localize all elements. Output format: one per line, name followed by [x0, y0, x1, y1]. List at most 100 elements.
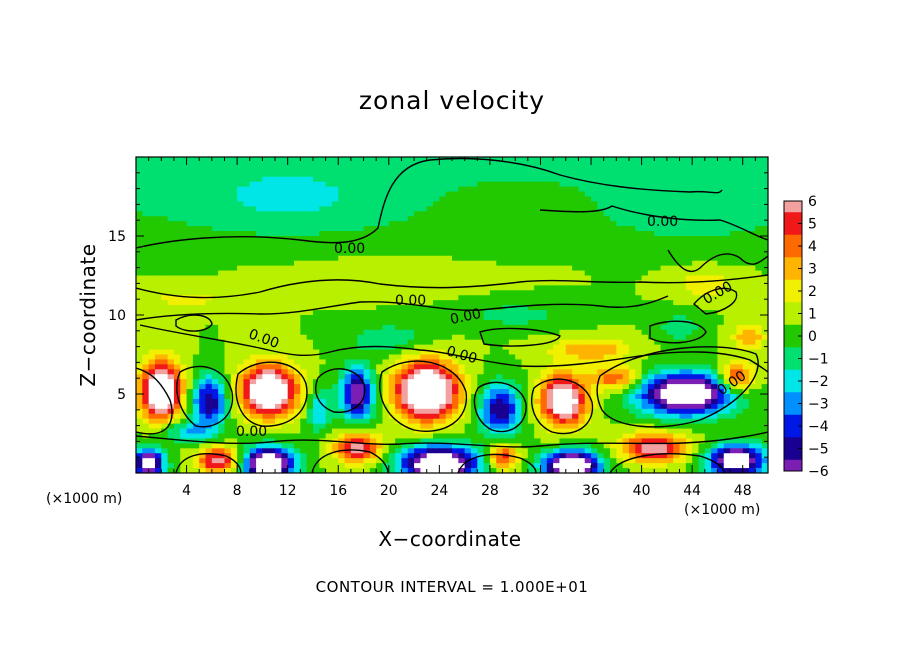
- heatmap-cell: [616, 216, 624, 222]
- heatmap-cell: [508, 329, 516, 336]
- heatmap-cell: [616, 255, 624, 262]
- heatmap-cell: [331, 389, 339, 395]
- heatmap-cell: [180, 280, 188, 286]
- heatmap-cell: [711, 379, 719, 385]
- heatmap-cell: [704, 329, 712, 336]
- heatmap-cell: [262, 275, 270, 282]
- heatmap-cell: [192, 260, 200, 267]
- heatmap-cell: [742, 181, 750, 188]
- heatmap-cell: [218, 270, 226, 277]
- heatmap-cell: [521, 186, 529, 193]
- heatmap-cell: [654, 265, 662, 272]
- heatmap-cell: [666, 245, 674, 252]
- heatmap-cell: [256, 359, 263, 365]
- heatmap-cell: [344, 319, 352, 326]
- heatmap-cell: [357, 374, 365, 380]
- heatmap-cell: [546, 260, 554, 267]
- heatmap-cell: [711, 171, 719, 178]
- heatmap-cell: [742, 305, 750, 311]
- heatmap-cell: [603, 349, 611, 356]
- heatmap-cell: [464, 186, 472, 193]
- heatmap-cell: [698, 290, 706, 296]
- heatmap-cell: [597, 186, 605, 193]
- heatmap-cell: [256, 285, 263, 291]
- heatmap-cell: [407, 226, 415, 232]
- heatmap-cell: [192, 364, 200, 370]
- heatmap-cell: [736, 236, 744, 242]
- heatmap-cell: [167, 305, 175, 311]
- heatmap-cell: [641, 166, 649, 173]
- heatmap-cell: [698, 398, 706, 405]
- heatmap-cell: [723, 300, 731, 306]
- heatmap-cell: [426, 186, 434, 193]
- heatmap-cell: [331, 319, 339, 326]
- heatmap-cell: [685, 231, 693, 237]
- heatmap-cell: [167, 260, 175, 267]
- heatmap-cell: [711, 240, 719, 247]
- heatmap-cell: [730, 280, 737, 286]
- heatmap-cell: [173, 191, 181, 198]
- heatmap-cell: [211, 275, 219, 282]
- heatmap-cell: [338, 329, 346, 336]
- heatmap-cell: [407, 369, 415, 375]
- heatmap-cell: [559, 295, 567, 301]
- heatmap-cell: [610, 344, 617, 351]
- heatmap-cell: [508, 196, 516, 203]
- heatmap-cell: [388, 310, 396, 316]
- heatmap-cell: [654, 290, 662, 296]
- heatmap-cell: [616, 245, 624, 252]
- heatmap-cell: [749, 196, 756, 203]
- heatmap-cell: [268, 354, 276, 361]
- heatmap-cell: [350, 384, 358, 390]
- heatmap-cell: [192, 176, 200, 183]
- heatmap-cell: [376, 354, 384, 361]
- heatmap-cell: [673, 196, 681, 203]
- heatmap-cell: [527, 201, 535, 207]
- heatmap-cell: [249, 245, 257, 252]
- heatmap-cell: [565, 305, 573, 311]
- heatmap-cell: [591, 344, 598, 351]
- heatmap-cell: [167, 315, 175, 321]
- heatmap-cell: [388, 295, 396, 301]
- heatmap-cell: [559, 285, 567, 291]
- heatmap-cell: [401, 226, 409, 232]
- heatmap-cell: [647, 334, 655, 341]
- heatmap-cell: [186, 374, 194, 380]
- heatmap-cell: [591, 290, 598, 296]
- heatmap-cell: [420, 231, 428, 237]
- heatmap-cell: [420, 280, 428, 286]
- heatmap-cell: [268, 319, 276, 326]
- heatmap-cell: [679, 394, 687, 400]
- heatmap-cell: [527, 221, 535, 227]
- heatmap-cell: [591, 349, 598, 356]
- heatmap-cell: [230, 379, 238, 385]
- heatmap-cell: [142, 354, 150, 361]
- heatmap-cell: [186, 186, 194, 193]
- heatmap-cell: [142, 211, 150, 217]
- heatmap-cell: [350, 285, 358, 291]
- heatmap-cell: [167, 295, 175, 301]
- heatmap-cell: [470, 221, 478, 227]
- heatmap-cell: [161, 394, 169, 400]
- heatmap-cell: [452, 270, 459, 277]
- heatmap-cell: [142, 290, 150, 296]
- heatmap-cell: [521, 344, 529, 351]
- heatmap-cell: [136, 300, 143, 306]
- heatmap-cell: [761, 265, 768, 272]
- heatmap-cell: [723, 384, 731, 390]
- heatmap-cell: [723, 374, 731, 380]
- heatmap-cell: [382, 280, 390, 286]
- heatmap-cell: [161, 354, 169, 361]
- heatmap-cell: [433, 176, 440, 183]
- heatmap-cell: [704, 181, 712, 188]
- heatmap-cell: [679, 384, 687, 390]
- heatmap-cell: [230, 290, 238, 296]
- heatmap-cell: [521, 240, 529, 247]
- heatmap-cell: [382, 324, 390, 331]
- heatmap-cell: [294, 157, 301, 163]
- heatmap-cell: [565, 384, 573, 390]
- heatmap-cell: [603, 280, 611, 286]
- heatmap-cell: [136, 329, 143, 336]
- heatmap-cell: [717, 211, 725, 217]
- heatmap-cell: [761, 305, 768, 311]
